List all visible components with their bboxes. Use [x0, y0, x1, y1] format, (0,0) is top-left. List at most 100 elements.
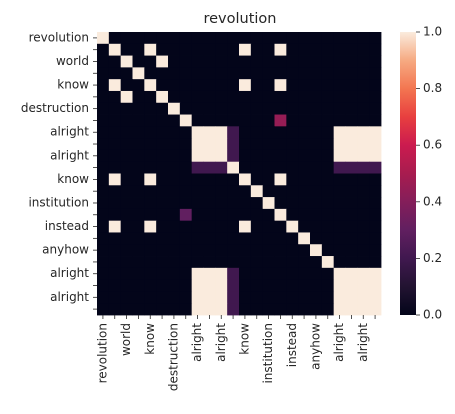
heatmap-cell: [322, 32, 334, 44]
heatmap-cell: [310, 138, 322, 150]
heatmap-cell: [286, 115, 298, 127]
heatmap-cell: [263, 91, 275, 103]
heatmap-cell: [121, 32, 133, 44]
heatmap-cell: [227, 32, 239, 44]
heatmap-cell: [286, 197, 298, 209]
heatmap-cell: [322, 221, 334, 233]
heatmap-cell: [286, 174, 298, 186]
heatmap-cell: [144, 162, 156, 174]
heatmap-cell: [192, 56, 204, 68]
heatmap-cell: [180, 103, 192, 115]
heatmap-cell: [239, 221, 251, 233]
heatmap-cell: [121, 268, 133, 280]
heatmap-cell: [215, 32, 227, 44]
heatmap-cell: [97, 44, 109, 56]
heatmap-cell: [192, 303, 204, 315]
heatmap-cell: [121, 209, 133, 221]
heatmap-cell: [275, 256, 287, 268]
heatmap-cell: [204, 303, 216, 315]
heatmap-cell: [369, 79, 381, 91]
heatmap-cell: [227, 303, 239, 315]
heatmap-cell: [133, 126, 145, 138]
heatmap-cell: [144, 126, 156, 138]
heatmap-cell: [156, 91, 168, 103]
x-tick-label: know: [143, 323, 157, 355]
heatmap-cell: [109, 280, 121, 292]
heatmap-cell: [310, 197, 322, 209]
heatmap-cell: [346, 256, 358, 268]
heatmap-cell: [227, 44, 239, 56]
heatmap-cell: [239, 244, 251, 256]
heatmap-cell: [263, 67, 275, 79]
x-tick-label: revolution: [95, 323, 109, 383]
heatmap-cell: [322, 291, 334, 303]
heatmap-cell: [251, 150, 263, 162]
heatmap-cell: [204, 256, 216, 268]
heatmap-cell: [168, 244, 180, 256]
heatmap-cell: [275, 197, 287, 209]
heatmap-cell: [239, 115, 251, 127]
heatmap-cell: [286, 256, 298, 268]
heatmap-cell: [109, 79, 121, 91]
heatmap-cell: [144, 150, 156, 162]
heatmap-cell: [156, 79, 168, 91]
heatmap-cell: [357, 115, 369, 127]
heatmap-cell: [168, 162, 180, 174]
heatmap-cell: [133, 221, 145, 233]
heatmap-cell: [215, 138, 227, 150]
heatmap-cell: [357, 232, 369, 244]
heatmap-cell: [263, 291, 275, 303]
heatmap-cell: [227, 138, 239, 150]
heatmap-cell: [369, 232, 381, 244]
heatmap-cell: [251, 221, 263, 233]
heatmap-cell: [227, 67, 239, 79]
heatmap-cell: [310, 32, 322, 44]
heatmap-cell: [334, 103, 346, 115]
heatmap-cell: [215, 209, 227, 221]
y-tick-label: alright: [50, 148, 89, 162]
heatmap-cell: [346, 303, 358, 315]
heatmap-cell: [239, 232, 251, 244]
heatmap-cell: [204, 268, 216, 280]
heatmap-cell: [192, 209, 204, 221]
heatmap-cell: [263, 209, 275, 221]
heatmap-cell: [369, 91, 381, 103]
heatmap-cell: [215, 221, 227, 233]
heatmap-cell: [180, 32, 192, 44]
heatmap-cell: [357, 291, 369, 303]
colorbar-tick-label: 0.0: [423, 308, 442, 322]
heatmap-cell: [156, 138, 168, 150]
heatmap-cell: [334, 32, 346, 44]
heatmap-cell: [133, 303, 145, 315]
heatmap-cell: [121, 126, 133, 138]
heatmap-cell: [310, 185, 322, 197]
heatmap-cell: [180, 244, 192, 256]
heatmap-cell: [204, 221, 216, 233]
heatmap-cell: [215, 185, 227, 197]
heatmap-cell: [251, 162, 263, 174]
heatmap-cell: [369, 209, 381, 221]
heatmap-cell: [204, 91, 216, 103]
heatmap-cell: [357, 174, 369, 186]
heatmap-cell: [133, 232, 145, 244]
heatmap-cell: [215, 197, 227, 209]
heatmap-cell: [156, 280, 168, 292]
heatmap-cell: [121, 79, 133, 91]
heatmap-cell: [215, 79, 227, 91]
heatmap-cell: [286, 44, 298, 56]
heatmap-cell: [121, 291, 133, 303]
y-tick-label: alright: [50, 290, 89, 304]
heatmap-cell: [346, 197, 358, 209]
heatmap-cell: [156, 185, 168, 197]
heatmap-cell: [239, 291, 251, 303]
heatmap-cell: [263, 32, 275, 44]
heatmap-cell: [310, 174, 322, 186]
heatmap-cell: [346, 79, 358, 91]
heatmap-cell: [109, 244, 121, 256]
y-tick-label: instead: [45, 219, 89, 233]
heatmap-cell: [322, 197, 334, 209]
heatmap-cell: [369, 44, 381, 56]
heatmap-cell: [286, 244, 298, 256]
heatmap-cell: [369, 303, 381, 315]
